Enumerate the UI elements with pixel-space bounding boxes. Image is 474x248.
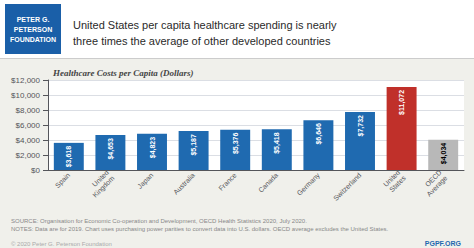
svg-text:Canada: Canada xyxy=(257,171,279,193)
svg-text:$4,034: $4,034 xyxy=(440,143,448,165)
svg-text:FOUNDATION: FOUNDATION xyxy=(10,36,56,43)
svg-text:$4,000: $4,000 xyxy=(16,136,41,145)
svg-text:States: States xyxy=(388,174,407,193)
svg-text:Switzerland: Switzerland xyxy=(332,171,363,202)
svg-text:Kingdom: Kingdom xyxy=(91,174,116,199)
svg-text:$11,072: $11,072 xyxy=(398,90,406,115)
svg-text:$3,618: $3,618 xyxy=(65,146,73,168)
svg-text:SOURCE: Organisation for Econo: SOURCE: Organisation for Economic Co-ope… xyxy=(11,218,307,224)
svg-text:Healthcare Costs per Capita (D: Healthcare Costs per Capita (Dollars) xyxy=(52,68,194,78)
svg-text:$0: $0 xyxy=(31,166,40,175)
svg-text:PETERSON: PETERSON xyxy=(14,26,53,33)
svg-text:Japan: Japan xyxy=(136,171,155,190)
svg-text:$10,000: $10,000 xyxy=(11,91,40,100)
svg-text:PGPF.ORG: PGPF.ORG xyxy=(425,240,462,247)
svg-text:OECD: OECD xyxy=(423,168,443,188)
svg-text:$12,000: $12,000 xyxy=(11,76,40,85)
svg-text:$4,823: $4,823 xyxy=(149,137,157,159)
svg-text:Average: Average xyxy=(425,174,449,198)
svg-text:France: France xyxy=(217,171,237,191)
svg-text:$8,000: $8,000 xyxy=(16,106,41,115)
svg-text:United States per capita healt: United States per capita healthcare spen… xyxy=(73,19,337,31)
svg-text:© 2020 Peter G. Peterson Found: © 2020 Peter G. Peterson Foundation xyxy=(11,241,112,247)
svg-text:$5,376: $5,376 xyxy=(232,133,240,155)
svg-text:United: United xyxy=(90,168,110,188)
svg-text:three times the average of oth: three times the average of other develop… xyxy=(73,35,331,47)
svg-text:United: United xyxy=(382,168,402,188)
svg-text:$2,000: $2,000 xyxy=(16,151,41,160)
svg-text:$5,418: $5,418 xyxy=(273,132,281,154)
svg-text:$7,732: $7,732 xyxy=(357,115,365,137)
svg-text:$6,000: $6,000 xyxy=(16,121,41,130)
svg-text:Spain: Spain xyxy=(54,171,72,189)
svg-text:$5,187: $5,187 xyxy=(190,134,198,156)
svg-text:Australia: Australia xyxy=(172,171,196,195)
svg-text:Germany: Germany xyxy=(296,171,322,197)
svg-text:PETER G.: PETER G. xyxy=(17,16,50,23)
svg-text:$4,653: $4,653 xyxy=(107,138,115,160)
svg-text:NOTES: Data are for 2019. Char: NOTES: Data are for 2019. Chart uses pur… xyxy=(11,226,389,232)
svg-text:$6,646: $6,646 xyxy=(315,123,323,145)
